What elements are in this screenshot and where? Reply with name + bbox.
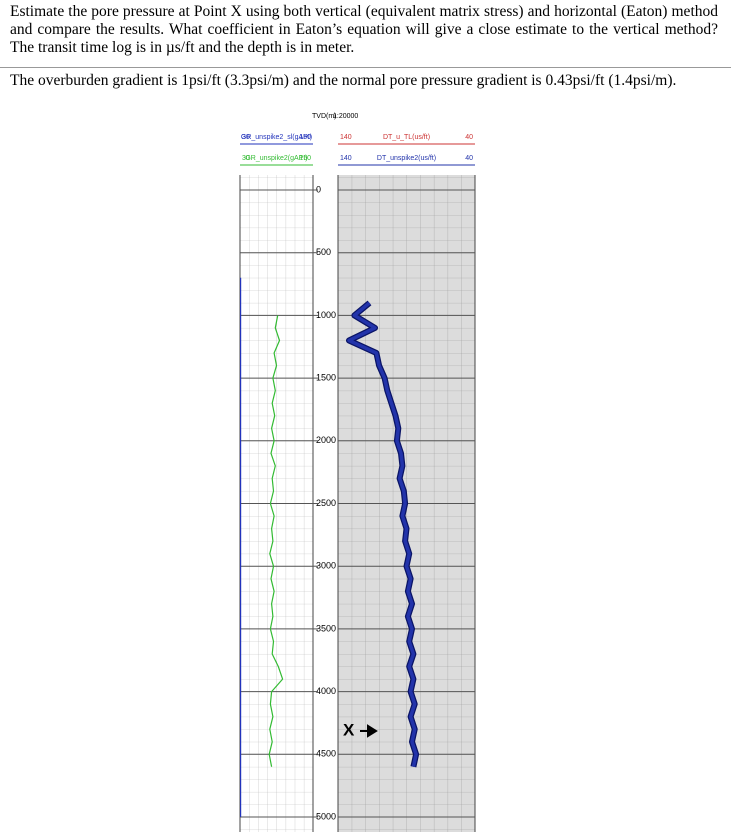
log-curve bbox=[268, 315, 284, 767]
depth-tick-label: 4500 bbox=[316, 749, 336, 759]
track-scale-right: 150 bbox=[299, 134, 311, 141]
depth-tick-label: 5000 bbox=[316, 811, 336, 821]
depth-tick-label: 3500 bbox=[316, 623, 336, 633]
question-paragraph: The overburden gradient is 1psi/ft (3.3p… bbox=[10, 72, 677, 89]
annotation-label: X bbox=[343, 720, 355, 739]
depth-tick-label: 1500 bbox=[316, 372, 336, 382]
track-scale-left: 140 bbox=[340, 155, 352, 162]
track-scale-left: 30 bbox=[242, 134, 250, 141]
depth-tick-label: 500 bbox=[316, 247, 331, 257]
depth-tick-label: 2500 bbox=[316, 498, 336, 508]
depth-tick-label: 0 bbox=[316, 184, 321, 194]
scale-label: 1:20000 bbox=[333, 113, 358, 120]
track-scale-left: 140 bbox=[340, 134, 352, 141]
annotation-arrow bbox=[360, 724, 378, 738]
track-name: GR_unspike2_sl(gAPI) bbox=[241, 134, 312, 141]
track-name: DT_unspike2(us/ft) bbox=[377, 155, 436, 162]
track-name: DT_u_TL(us/ft) bbox=[383, 134, 430, 141]
depth-tick-label: 3000 bbox=[316, 561, 336, 571]
depth-tick-label: 4000 bbox=[316, 686, 336, 696]
track-name: GR_unspike2(gAPI) bbox=[245, 155, 307, 162]
track-scale-right: 40 bbox=[465, 134, 473, 141]
depth-tick-label: 1000 bbox=[316, 310, 336, 320]
depth-tick-label: 2000 bbox=[316, 435, 336, 445]
track-scale-right: 40 bbox=[465, 155, 473, 162]
track-scale-left: 30 bbox=[242, 155, 250, 162]
track-scale-right: 150 bbox=[299, 155, 311, 162]
separator bbox=[0, 67, 731, 68]
depth-label: TVD(m) bbox=[312, 113, 337, 120]
log-curve bbox=[347, 301, 418, 768]
question-paragraph: Estimate the pore pressure at Point X us… bbox=[10, 3, 718, 56]
